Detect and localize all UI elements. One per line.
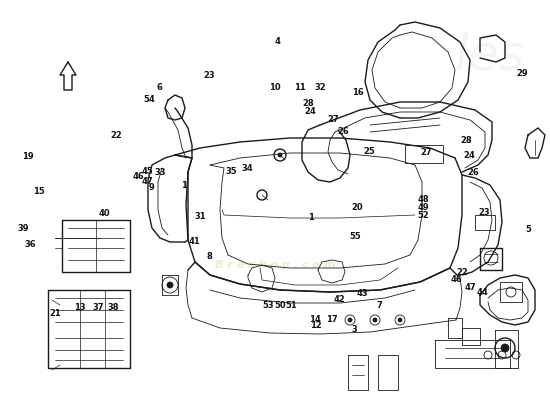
Text: 46: 46: [450, 276, 463, 284]
Text: 37: 37: [92, 303, 103, 312]
Text: 51: 51: [285, 302, 298, 310]
Text: 9: 9: [148, 184, 154, 192]
Text: 24: 24: [305, 108, 317, 116]
Text: 31: 31: [195, 212, 207, 221]
Text: 27: 27: [420, 148, 432, 157]
Circle shape: [373, 318, 377, 322]
Circle shape: [398, 318, 402, 322]
Text: 1: 1: [182, 182, 187, 190]
Text: 28: 28: [302, 99, 314, 108]
Text: 55: 55: [349, 232, 361, 241]
Text: 52: 52: [417, 211, 430, 220]
Bar: [475, 215, 495, 230]
Circle shape: [348, 318, 352, 322]
Circle shape: [501, 344, 509, 352]
Text: 47: 47: [141, 178, 153, 186]
Text: 45: 45: [141, 167, 153, 176]
Text: 11: 11: [294, 83, 306, 92]
Text: 49: 49: [417, 204, 430, 212]
Bar: [405, 145, 443, 163]
Text: 44: 44: [477, 288, 489, 297]
Bar: [500, 282, 522, 302]
Text: 36: 36: [24, 240, 36, 249]
Text: B r e s h o p . c o m: B r e s h o p . c o m: [214, 260, 336, 270]
Text: 16: 16: [351, 88, 364, 97]
Circle shape: [278, 153, 282, 157]
Text: 43: 43: [356, 290, 368, 298]
Text: les: les: [455, 31, 525, 79]
Text: 54: 54: [144, 96, 156, 104]
Text: 46: 46: [133, 172, 145, 181]
Text: 27: 27: [327, 116, 339, 124]
Text: 50: 50: [274, 302, 287, 310]
Text: 3: 3: [352, 326, 358, 334]
Text: 41: 41: [188, 238, 200, 246]
Text: 20: 20: [351, 204, 364, 212]
Text: 6: 6: [157, 83, 162, 92]
Circle shape: [167, 282, 173, 288]
Text: 22: 22: [111, 132, 123, 140]
Text: 26: 26: [338, 127, 350, 136]
Text: 35: 35: [225, 167, 237, 176]
Text: 23: 23: [203, 72, 215, 80]
Text: 8: 8: [206, 252, 212, 261]
Text: 4: 4: [275, 38, 280, 46]
Text: 22: 22: [456, 268, 468, 277]
Text: 53: 53: [262, 302, 274, 310]
Text: 29: 29: [516, 70, 529, 78]
Text: 40: 40: [98, 210, 111, 218]
Text: 42: 42: [334, 295, 346, 304]
Text: 13: 13: [74, 303, 86, 312]
Text: 38: 38: [107, 303, 118, 312]
Text: 34: 34: [241, 164, 254, 172]
Text: 28: 28: [460, 136, 472, 145]
Text: 23: 23: [478, 208, 490, 217]
Text: 19: 19: [21, 152, 34, 161]
Text: 15: 15: [32, 188, 45, 196]
Text: 24: 24: [463, 151, 475, 160]
Text: 14: 14: [309, 316, 321, 324]
Text: 32: 32: [314, 83, 326, 92]
Text: 48: 48: [417, 196, 430, 204]
Text: 39: 39: [18, 224, 29, 232]
Text: 5: 5: [525, 226, 531, 234]
Text: 21: 21: [49, 310, 61, 318]
Text: 26: 26: [467, 168, 479, 176]
Text: 47: 47: [464, 283, 476, 292]
Text: 10: 10: [269, 83, 281, 92]
Text: 12: 12: [310, 322, 322, 330]
Text: 17: 17: [326, 316, 338, 324]
Text: 1: 1: [308, 214, 314, 222]
Text: 25: 25: [364, 148, 376, 156]
Text: 33: 33: [155, 168, 166, 176]
Text: 7: 7: [377, 302, 382, 310]
